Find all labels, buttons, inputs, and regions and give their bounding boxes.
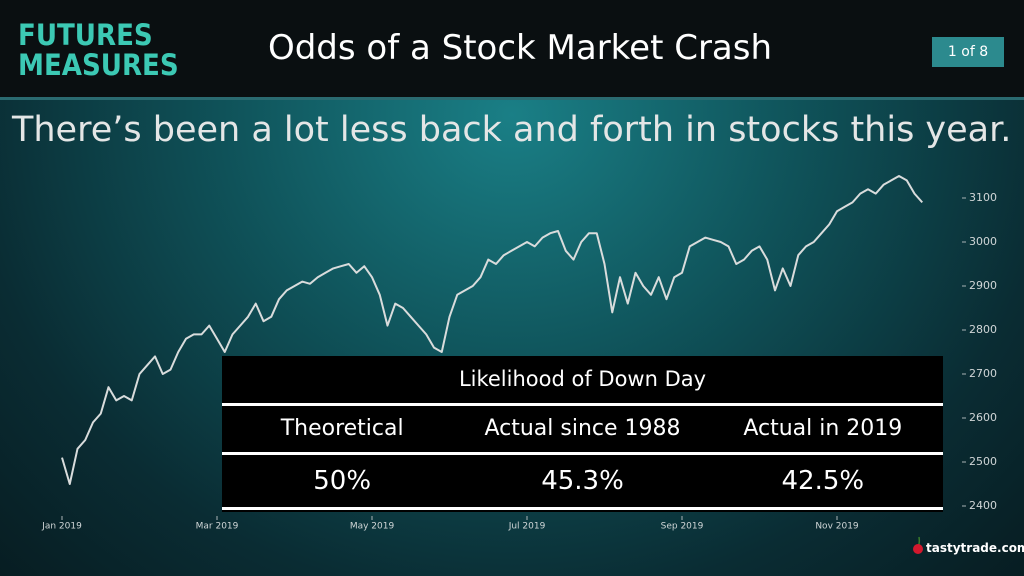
table-cell: 50% [313, 466, 372, 496]
divider [222, 507, 943, 510]
brand: MEASURES [18, 48, 179, 82]
slide-title: Odds of a Stock Market Crash [267, 28, 773, 68]
page-indicator: 1 of 8 [932, 37, 1004, 67]
logo-text: tastytrade.com [926, 541, 1024, 555]
y-tick-label: 2700 [969, 367, 997, 380]
divider [222, 403, 943, 406]
cherry-icon [913, 536, 923, 554]
y-tick-label: 2400 [969, 499, 997, 512]
column-header: Theoretical [280, 416, 404, 441]
divider [222, 452, 943, 455]
table-title: Likelihood of Down Day [458, 367, 707, 391]
x-tick-label: Sep 2019 [661, 522, 704, 532]
x-tick-label: Jan 2019 [41, 522, 82, 532]
column-header: Actual since 1988 [484, 416, 681, 441]
y-tick-label: 2900 [969, 279, 997, 292]
value-row: 50% 45.3% 42.5% [222, 455, 943, 507]
table-title-row: Likelihood of Down Day [222, 356, 943, 403]
y-tick-label: 2600 [969, 411, 997, 424]
y-tick-label: 2500 [969, 455, 997, 468]
table-cell: 45.3% [541, 466, 624, 496]
x-tick-label: Jul 2019 [508, 522, 546, 532]
y-tick-label: 2800 [969, 323, 997, 336]
y-tick-label: 3000 [969, 235, 997, 248]
x-tick-label: Nov 2019 [815, 522, 859, 532]
y-tick-label: 3100 [969, 191, 997, 204]
brand: FUTURES [18, 18, 153, 52]
column-header: Actual in 2019 [743, 416, 903, 441]
x-tick-label: Mar 2019 [196, 522, 239, 532]
table: Likelihood of Down Day Theoretical Actual… [222, 356, 943, 512]
price-line [61, 175, 924, 485]
logo: tastytrade.com [913, 536, 1024, 555]
subtitle: There’s been a lot less back and forth i… [12, 110, 1012, 150]
table-cell: 42.5% [781, 466, 865, 496]
header-bar: FUTURES MEASURES Odds of a Stock Market … [0, 0, 1024, 100]
x-tick-label: May 2019 [350, 522, 395, 532]
column-row: Theoretical Actual since 1988 Actual in 20… [222, 406, 943, 452]
